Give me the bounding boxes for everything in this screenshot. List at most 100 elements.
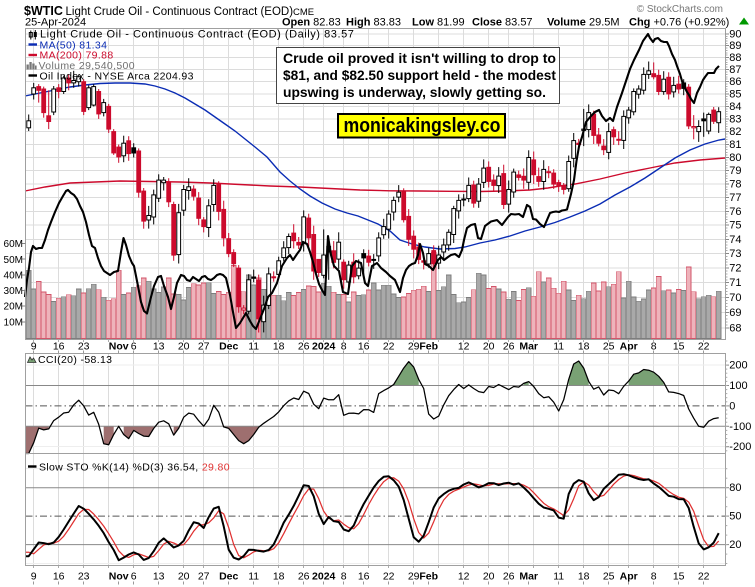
svg-text:12: 12 (458, 341, 470, 353)
svg-text:23: 23 (78, 341, 90, 353)
svg-text:20: 20 (178, 341, 190, 353)
svg-text:73: 73 (729, 248, 741, 260)
svg-text:20: 20 (483, 571, 495, 583)
svg-text:CME: CME (293, 7, 314, 18)
svg-text:86: 86 (729, 76, 741, 88)
svg-text:Feb: Feb (419, 571, 438, 583)
svg-text:Low 81.99: Low 81.99 (412, 17, 465, 29)
svg-text:Nov: Nov (109, 571, 129, 583)
svg-text:25: 25 (603, 571, 615, 583)
svg-text:6: 6 (131, 571, 137, 583)
svg-text:Mar: Mar (519, 571, 538, 583)
svg-text:9: 9 (31, 341, 37, 353)
svg-text:High 83.83: High 83.83 (346, 17, 401, 29)
svg-text:18: 18 (578, 341, 590, 353)
svg-text:Volume 29,540,500: Volume 29,540,500 (39, 60, 135, 72)
svg-text:9: 9 (31, 571, 37, 583)
svg-text:$WTIC: $WTIC (24, 4, 63, 18)
svg-text:81: 81 (729, 139, 741, 151)
svg-text:26: 26 (503, 341, 515, 353)
svg-text:2024: 2024 (312, 571, 336, 583)
svg-text:16: 16 (53, 571, 65, 583)
svg-text:11: 11 (248, 571, 259, 583)
svg-text:76: 76 (729, 206, 741, 218)
svg-text:-100: -100 (729, 421, 751, 433)
svg-text:6: 6 (131, 341, 137, 353)
svg-text:Apr: Apr (620, 341, 638, 353)
svg-text:2024: 2024 (312, 341, 336, 353)
svg-text:90: 90 (729, 29, 741, 41)
svg-text:8: 8 (651, 571, 657, 583)
svg-text:11: 11 (553, 341, 564, 353)
svg-text:© StockCharts.com: © StockCharts.com (637, 4, 723, 15)
svg-text:16: 16 (53, 341, 65, 353)
svg-text:22: 22 (383, 341, 395, 353)
svg-text:75: 75 (729, 220, 741, 232)
svg-text:79: 79 (729, 165, 741, 177)
svg-text:MA(200) 79.88: MA(200) 79.88 (40, 50, 114, 62)
svg-text:16: 16 (358, 571, 370, 583)
svg-text:Volume 29.5M: Volume 29.5M (547, 17, 620, 29)
svg-text:Chg +0.76 (+0.92%): Chg +0.76 (+0.92%) (629, 17, 729, 29)
svg-text:18: 18 (273, 571, 285, 583)
svg-text:18: 18 (273, 341, 285, 353)
svg-text:13: 13 (153, 571, 165, 583)
svg-text:15: 15 (673, 341, 685, 353)
svg-text:72: 72 (729, 263, 741, 275)
svg-text:22: 22 (698, 571, 710, 583)
svg-text:29: 29 (408, 571, 420, 583)
svg-text:20: 20 (483, 341, 495, 353)
svg-text:82: 82 (729, 126, 741, 138)
svg-text:-200: -200 (729, 441, 751, 453)
svg-text:upswing is underway, slowly ge: upswing is underway, slowly getting so. (283, 85, 546, 100)
svg-text:69: 69 (729, 307, 741, 319)
svg-text:87: 87 (729, 64, 741, 76)
svg-text:26: 26 (298, 571, 310, 583)
svg-text:50M: 50M (4, 255, 23, 266)
svg-text:70: 70 (729, 292, 741, 304)
svg-text:27: 27 (198, 571, 210, 583)
svg-text:11: 11 (248, 341, 259, 353)
svg-text:13: 13 (153, 341, 165, 353)
svg-text:11: 11 (553, 571, 564, 583)
svg-text:78: 78 (729, 179, 741, 191)
svg-text:25-Apr-2024: 25-Apr-2024 (25, 17, 86, 29)
svg-text:29: 29 (408, 341, 420, 353)
svg-text:200: 200 (729, 360, 747, 372)
svg-text:25: 25 (603, 341, 615, 353)
svg-text:Light Crude Oil - Continuous C: Light Crude Oil - Continuous Contract (E… (40, 29, 354, 41)
svg-text:23: 23 (78, 571, 90, 583)
svg-text:83: 83 (729, 113, 741, 125)
svg-text:Light Crude Oil - Continuous C: Light Crude Oil - Continuous Contract (E… (66, 6, 294, 18)
svg-text:71: 71 (729, 277, 741, 289)
svg-text:8: 8 (341, 341, 347, 353)
svg-text:Feb: Feb (419, 341, 438, 353)
svg-text:84: 84 (729, 101, 741, 113)
svg-text:27: 27 (198, 341, 210, 353)
svg-text:Oil Index - NYSE Arca 2204.93: Oil Index - NYSE Arca 2204.93 (40, 71, 194, 83)
svg-text:8: 8 (651, 341, 657, 353)
svg-text:Mar: Mar (519, 341, 538, 353)
svg-text:12: 12 (458, 571, 470, 583)
svg-text:22: 22 (383, 571, 395, 583)
svg-text:20: 20 (729, 539, 741, 551)
svg-text:CCI(20) -58.13: CCI(20) -58.13 (38, 354, 112, 366)
svg-text:Open 82.83: Open 82.83 (282, 17, 341, 29)
svg-text:68: 68 (729, 323, 741, 335)
svg-text:18: 18 (578, 571, 590, 583)
svg-text:8: 8 (341, 571, 347, 583)
svg-text:89: 89 (729, 40, 741, 52)
svg-text:100: 100 (729, 380, 747, 392)
svg-text:74: 74 (729, 234, 741, 246)
svg-text:20: 20 (178, 571, 190, 583)
svg-text:$81, and $82.50 support held -: $81, and $82.50 support held - the modes… (283, 68, 557, 83)
svg-text:monicakingsley.co: monicakingsley.co (344, 115, 501, 137)
svg-text:60M: 60M (4, 239, 23, 250)
svg-text:Apr: Apr (620, 571, 638, 583)
svg-text:26: 26 (503, 571, 515, 583)
svg-text:Slow STO %K(14) %D(3) 36.54, 2: Slow STO %K(14) %D(3) 36.54, 29.80 (39, 462, 230, 474)
svg-text:Dec: Dec (219, 341, 238, 353)
svg-text:Close 83.57: Close 83.57 (472, 17, 533, 29)
svg-text:50: 50 (729, 511, 741, 523)
svg-text:80: 80 (729, 482, 741, 494)
